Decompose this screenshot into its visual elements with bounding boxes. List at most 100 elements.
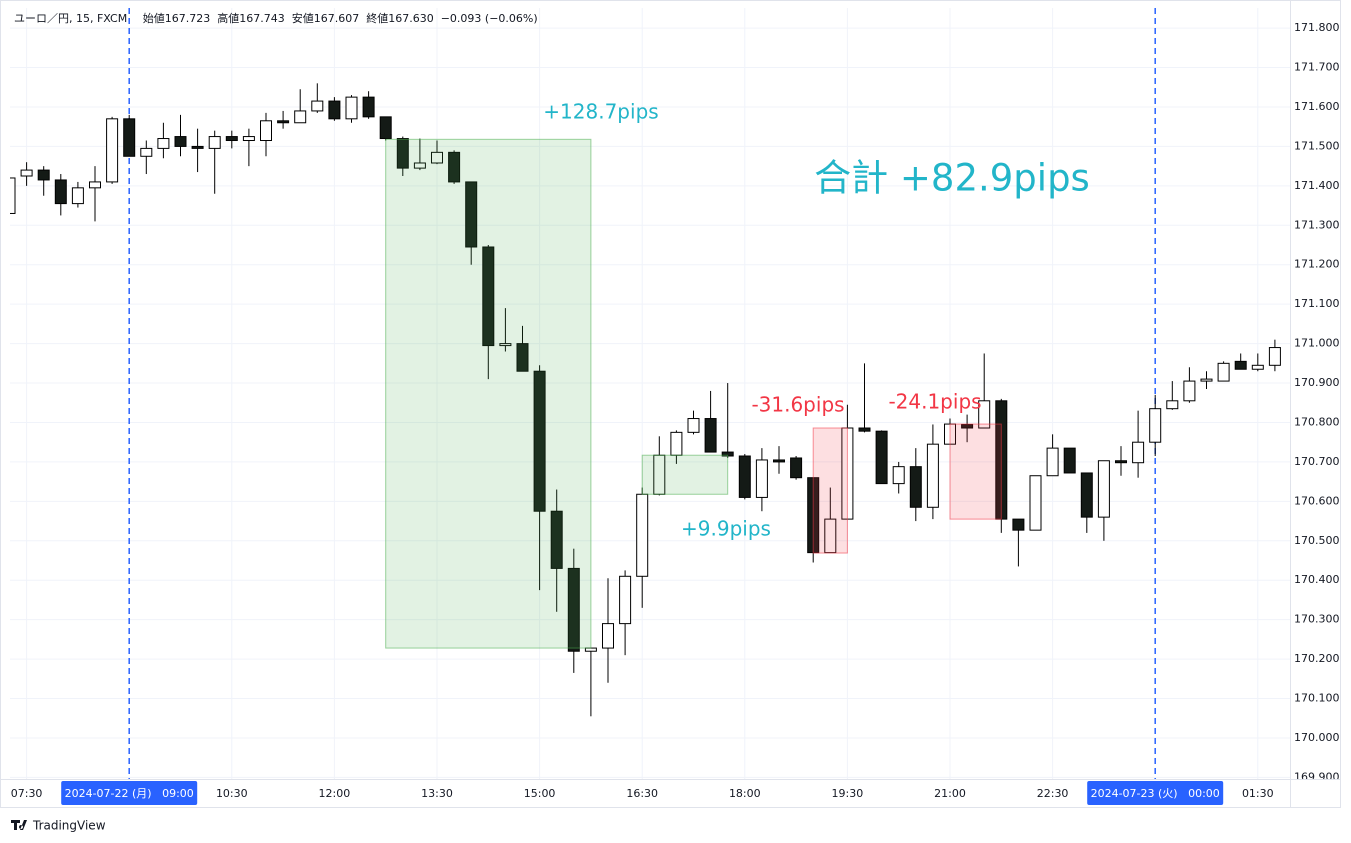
y-tick-label: 170.300: [1294, 613, 1340, 626]
candle-body: [379, 116, 392, 140]
candle-body: [892, 466, 905, 485]
candle-body: [345, 96, 358, 120]
candle-body: [909, 466, 922, 508]
total-label: 合計 +82.9pips: [814, 157, 1090, 200]
candle-body: [755, 459, 768, 498]
y-tick-label: 170.800: [1294, 415, 1340, 428]
candle-body: [773, 459, 785, 463]
y-tick-label: 170.400: [1294, 573, 1340, 586]
y-tick-label: 170.200: [1294, 652, 1340, 665]
y-tick-label: 170.000: [1294, 731, 1340, 744]
x-tick-label: 07:30: [11, 787, 43, 800]
candle-body: [704, 418, 717, 453]
candle-body: [482, 246, 495, 347]
x-tick-label: 15:00: [524, 787, 556, 800]
x-tick-label: 16:30: [626, 787, 658, 800]
y-tick-label: 171.200: [1294, 258, 1340, 271]
candle-body: [157, 138, 170, 149]
candle-body: [106, 118, 119, 183]
legend-field: 始値167.723: [143, 11, 211, 25]
candle-body: [516, 343, 529, 372]
x-tick-label: 2024-07-22 (月) 09:00: [65, 787, 194, 800]
x-tick-label: 10:30: [216, 787, 248, 800]
candle-body: [465, 181, 478, 248]
y-tick-label: 170.500: [1294, 534, 1340, 547]
candle-body: [875, 430, 888, 485]
candle-body: [978, 400, 991, 429]
legend-field: 高値167.743: [217, 11, 285, 25]
y-tick-label: 171.800: [1294, 21, 1340, 34]
x-tick-highlight: [1087, 781, 1224, 805]
x-tick-highlight: [61, 781, 198, 805]
x-tick-label: 13:30: [421, 787, 453, 800]
candle-body: [926, 443, 939, 508]
candle-body: [1200, 378, 1213, 382]
x-tick-label: 01:30: [1242, 787, 1274, 800]
candle-body: [636, 493, 649, 577]
candle-body: [311, 100, 324, 112]
logo: TradingView: [11, 819, 106, 833]
y-tick-label: 171.300: [1294, 218, 1340, 231]
candle-body: [431, 151, 443, 164]
position-box: [812, 427, 848, 554]
candle-body: [602, 623, 614, 649]
candle-body: [225, 136, 238, 142]
frame: [0, 0, 1341, 808]
y-tick-label: 171.400: [1294, 179, 1340, 192]
y-tick-label: 171.000: [1294, 337, 1340, 350]
candle-body: [208, 136, 221, 149]
candle-body: [1029, 475, 1042, 531]
brand: TradingView: [32, 819, 106, 833]
symbol: ユーロ／円, 15, FXCM: [14, 12, 127, 25]
logo-icon: [11, 820, 27, 830]
candle-body: [1268, 347, 1281, 366]
position-label: +128.7pips: [543, 100, 658, 124]
legend-header: ユーロ／円, 15, FXCM 始値167.723 高値167.743 安値167.…: [14, 11, 538, 25]
legend-field: 終値167.630: [366, 11, 434, 25]
candle-body: [362, 96, 375, 118]
candle-body: [687, 418, 700, 433]
x-axis: 07:30 2024-07-22 (月) 09:00 10:30 12:00 13:30…: [11, 781, 1274, 805]
candle-body: [619, 575, 632, 625]
candle-body: [54, 179, 67, 205]
candle-body: [858, 427, 871, 432]
candle-body: [1046, 447, 1059, 477]
position-box: [385, 138, 592, 649]
candle-body: [1080, 472, 1093, 518]
candle-body: [1149, 408, 1162, 443]
candle-body: [448, 151, 461, 183]
candle-body: [567, 567, 580, 652]
candle-body: [396, 138, 409, 169]
position-box: [949, 423, 1002, 520]
candle-body: [1251, 364, 1264, 370]
candle-body: [1132, 441, 1145, 464]
y-tick-label: 171.500: [1294, 139, 1340, 152]
candle-body: [533, 370, 546, 512]
legend-field: −0.093 (−0.06%): [441, 12, 538, 25]
candle-body: [294, 110, 307, 124]
candle-body: [738, 455, 751, 498]
x-tick-label: 2024-07-23 (火) 00:00: [1091, 787, 1220, 800]
candle-body: [174, 136, 187, 147]
candle-body: [277, 120, 290, 124]
y-tick-label: 170.600: [1294, 494, 1340, 507]
candle-body: [10, 177, 16, 214]
x-tick-label: 18:00: [729, 787, 761, 800]
candle-body: [328, 100, 341, 120]
x-tick-label: 22:30: [1037, 787, 1069, 800]
candle-body: [1097, 460, 1110, 518]
position-label: -24.1pips: [888, 390, 981, 414]
y-axis: 169.900 170.000 170.100 170.200 170.300 170.4…: [1294, 21, 1340, 779]
candle-body: [20, 169, 33, 177]
candle-body: [413, 162, 426, 169]
candle-body: [670, 431, 683, 456]
y-tick-label: 171.700: [1294, 61, 1340, 74]
candle-body: [550, 510, 563, 569]
candle-body: [71, 187, 84, 205]
candle-body: [790, 457, 803, 479]
candle-body: [123, 118, 136, 157]
x-tick-label: 21:00: [934, 787, 966, 800]
candle-body: [140, 147, 153, 157]
